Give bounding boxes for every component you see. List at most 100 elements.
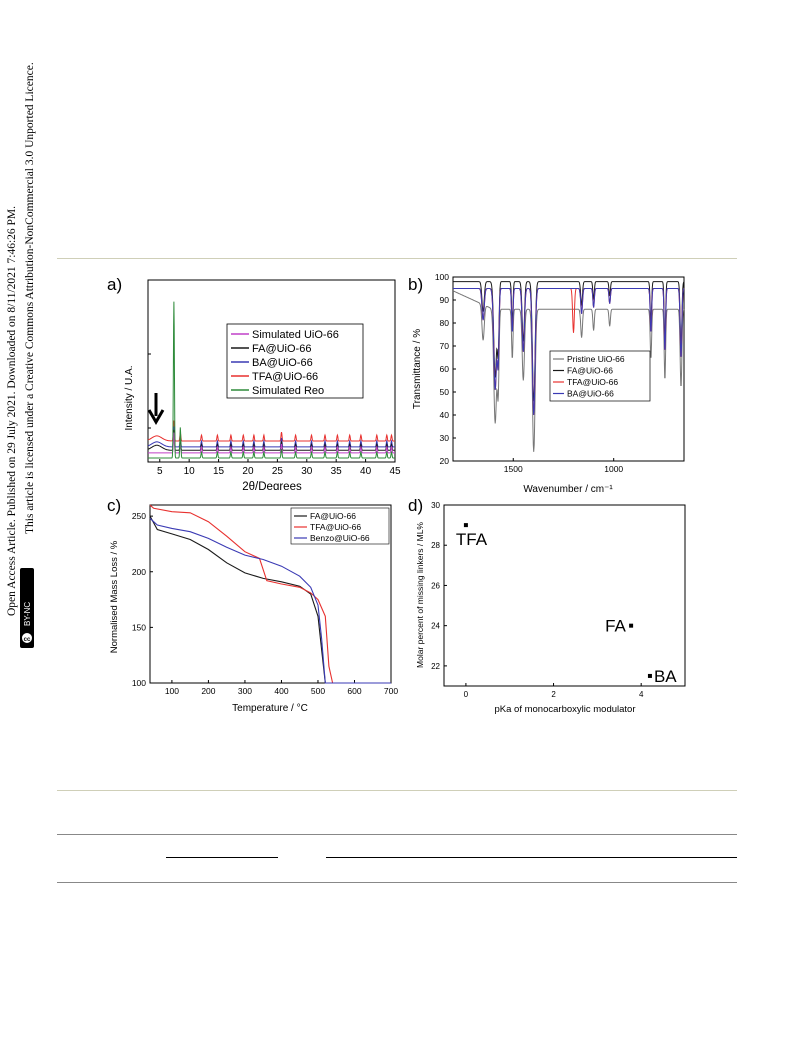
xrd-xtick-label: 20 [242, 466, 254, 477]
panel-label-d: d) [408, 496, 424, 515]
tga-plot-frame [149, 504, 392, 684]
license-line-1: Open Access Article. Published on 29 Jul… [6, 205, 18, 616]
xrd-legend-label: Simulated UiO-66 [252, 329, 339, 341]
tga-legend-box [290, 507, 390, 545]
tga-ytick-label: 250 [132, 511, 146, 521]
pka-xtick-label: 0 [464, 690, 469, 699]
ftir-ytick-label: 80 [440, 318, 450, 328]
xrd-plot-frame [147, 279, 396, 463]
xrd-series-line [147, 420, 395, 442]
badge-text: BY-NC [23, 602, 32, 626]
tga-series-line [149, 504, 391, 684]
ftir-xlabel: Wavenumber / cm⁻¹ [523, 484, 613, 495]
ftir-ytick-label: 70 [440, 341, 450, 351]
xrd-chart: 5 10 15 20 25 30 35 40 45 Intensity / U.A. 2θ/De… [124, 279, 401, 490]
panel-label-b: b) [408, 275, 424, 294]
tga-xtick-label: 500 [311, 686, 325, 696]
xrd-xtick-label: 5 [157, 466, 163, 477]
ftir-ytick-label: 50 [440, 387, 450, 397]
ftir-xtick-label: 1000 [604, 464, 623, 474]
xrd-xtick-label: 40 [360, 466, 372, 477]
table-rule-mid-left [166, 857, 278, 858]
xrd-legend: Simulated UiO-66 FA@UiO-66 BA@UiO-66 TFA@Ui… [226, 323, 364, 399]
top-divider [57, 258, 737, 259]
xrd-legend-label: BA@UiO-66 [252, 357, 313, 369]
tga-series-line [149, 517, 391, 684]
ftir-series-line [452, 290, 685, 452]
xrd-legend-box [226, 323, 364, 399]
pka-ytick-label: 28 [431, 541, 440, 550]
cc-icon: cc [24, 637, 31, 643]
pka-ytick-label: 26 [431, 581, 440, 590]
ftir-legend-box [549, 350, 651, 402]
tga-legend-label: FA@UiO-66 [310, 511, 356, 521]
license-line-2[interactable]: This article is licensed under a Creativ… [24, 62, 36, 534]
tga-legend-label: TFA@UiO-66 [310, 522, 361, 532]
xrd-xtick-label: 45 [389, 466, 401, 477]
tga-xtick-label: 400 [274, 686, 288, 696]
tga-xlabel: Temperature / °C [232, 703, 308, 714]
pka-point-label: FA [605, 617, 626, 636]
table-rule-top [57, 834, 737, 835]
ftir-series-line [453, 288, 685, 416]
pka-xtick-label: 4 [639, 690, 644, 699]
xrd-xtick-label: 25 [272, 466, 284, 477]
ftir-ylabel: Transmittance / % [412, 329, 423, 409]
table-rule-mid-right [326, 857, 737, 858]
pka-point-label: TFA [456, 530, 488, 549]
pka-ytick-label: 22 [431, 662, 440, 671]
xrd-xtick-label: 35 [331, 466, 343, 477]
xrd-legend-label: Simulated Reo [252, 385, 324, 397]
ftir-chart: 20 30 40 50 60 70 80 90 100 1500 1000 Transmittanc… [412, 272, 685, 495]
ftir-ytick-label: 60 [440, 364, 450, 374]
xrd-xlabel: 2θ/Degrees [242, 481, 302, 490]
ftir-ytick-label: 90 [440, 295, 450, 305]
ftir-legend-label: FA@UiO-66 [567, 366, 613, 376]
xrd-ylabel: Intensity / U.A. [124, 365, 135, 430]
pka-ylabel: Molar percent of missing linkers / ML% [415, 522, 425, 668]
xrd-series-line [147, 426, 395, 448]
xrd-series-line [147, 429, 395, 451]
tga-legend-label: Benzo@UiO-66 [310, 533, 370, 543]
pka-xlabel: pKa of monocarboxylic modulator [495, 704, 636, 715]
ftir-legend-label: Pristine UiO-66 [567, 354, 625, 364]
xrd-legend-label: TFA@UiO-66 [252, 371, 318, 383]
ftir-legend-label: BA@UiO-66 [567, 389, 614, 399]
pka-point [629, 623, 634, 628]
pka-point [463, 523, 468, 528]
cc-license-badge[interactable]: cc BY-NC [20, 568, 34, 648]
tga-xtick-label: 100 [165, 686, 179, 696]
tga-ytick-label: 200 [132, 567, 146, 577]
ftir-series-line [453, 281, 685, 402]
xrd-series-line [148, 432, 395, 454]
panel-label-c: c) [107, 496, 122, 515]
tga-ytick-label: 100 [132, 678, 146, 688]
ftir-legend-label: TFA@UiO-66 [567, 377, 618, 387]
xrd-arrow-annotation [147, 393, 165, 425]
tga-ylabel: Normalised Mass Loss / % [109, 540, 120, 653]
pka-xtick-label: 2 [551, 690, 556, 699]
pka-ytick-label: 30 [431, 501, 440, 510]
pka-plot-frame [443, 504, 686, 687]
tga-chart: 100 150 200 250 100 200 300 400 500 600 700 Normal… [109, 504, 398, 714]
xrd-xtick-label: 15 [213, 466, 225, 477]
panel-label-a: a) [107, 275, 123, 294]
tga-xtick-label: 700 [384, 686, 398, 696]
ftir-ytick-label: 30 [440, 433, 450, 443]
tga-ytick-label: 150 [132, 622, 146, 632]
tga-xtick-label: 300 [238, 686, 252, 696]
tga-xtick-label: 600 [347, 686, 361, 696]
pka-point [647, 673, 652, 678]
table-rule-bottom [57, 882, 737, 883]
ftir-ytick-label: 100 [435, 272, 449, 282]
xrd-legend-label: FA@UiO-66 [252, 343, 311, 355]
tga-xtick-label: 200 [201, 686, 215, 696]
ftir-xtick-label: 1500 [504, 464, 523, 474]
pka-ytick-label: 24 [431, 622, 440, 631]
ftir-ytick-label: 40 [440, 410, 450, 420]
pka-point-label: BA [654, 667, 677, 686]
xrd-xtick-label: 30 [301, 466, 313, 477]
